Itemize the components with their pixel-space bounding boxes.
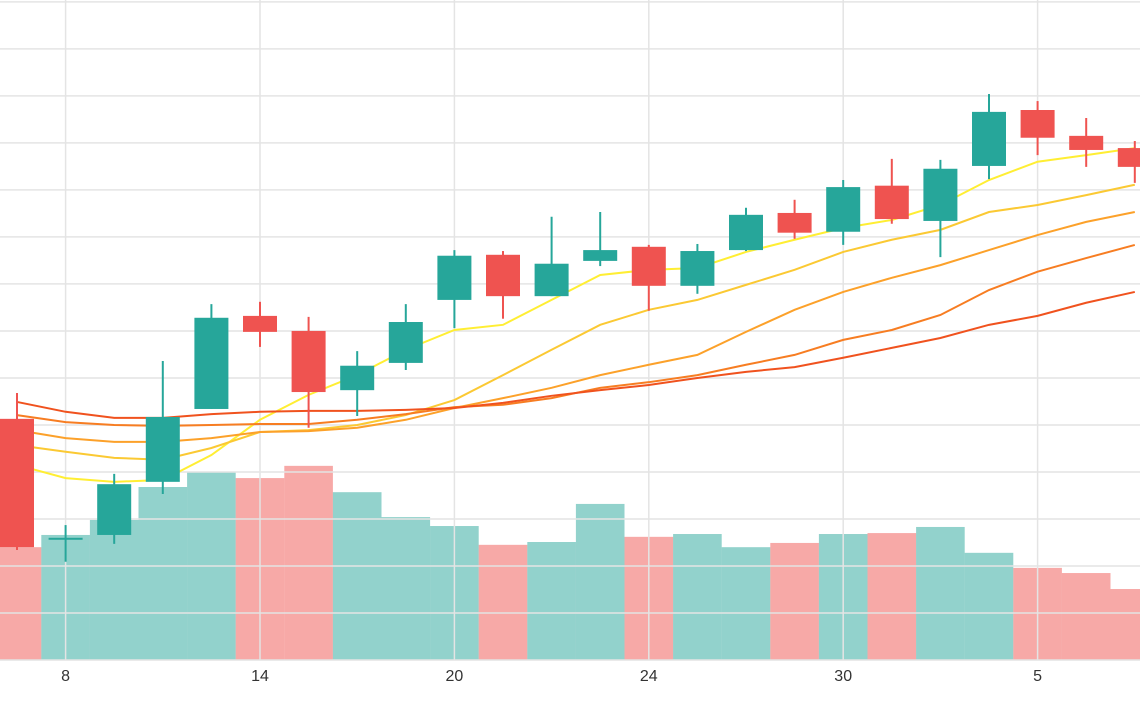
candle [388, 304, 423, 370]
candle [1117, 141, 1140, 183]
candle-body [631, 246, 666, 286]
candle [680, 243, 715, 294]
candle-body [48, 537, 83, 540]
x-tick-label: 30 [834, 668, 852, 685]
candle-body [972, 111, 1006, 166]
candle-body [0, 418, 34, 548]
candle [534, 216, 569, 297]
volume-bar [478, 544, 528, 660]
candle-body [340, 365, 375, 391]
candle-body [97, 484, 132, 535]
volume-bar [964, 552, 1014, 660]
volume-bar [138, 487, 188, 660]
candle [0, 392, 34, 550]
candle-body [243, 315, 277, 332]
candle-body [1117, 148, 1140, 167]
candle [145, 361, 180, 495]
candle-body [874, 185, 909, 220]
candle-body [194, 317, 229, 409]
volume-bar [1110, 589, 1140, 660]
candle-body [680, 251, 715, 286]
candle [1020, 101, 1055, 156]
moving-average-line [16, 147, 1135, 483]
candle-body [534, 263, 569, 297]
candle [729, 207, 763, 252]
volume-bar [284, 465, 333, 660]
candle [874, 158, 909, 224]
candle-body [1069, 135, 1104, 150]
moving-average-line [16, 290, 1136, 419]
moving-average-line [16, 183, 1136, 461]
candle [340, 351, 375, 417]
candle-body [729, 214, 763, 251]
volume-bar [0, 547, 42, 660]
volume-bar [673, 534, 722, 660]
candle-body [777, 212, 812, 233]
volume-bar [916, 526, 965, 660]
volume-bar [1061, 573, 1111, 660]
candle [583, 212, 618, 267]
moving-average-line [16, 243, 1136, 427]
candle-body [1020, 110, 1055, 138]
volume-bar [527, 542, 576, 660]
volume-bar [381, 517, 431, 660]
candle-body [486, 254, 520, 297]
volume-bar [721, 547, 771, 660]
candle-body [437, 255, 472, 300]
x-tick-label: 8 [61, 668, 70, 685]
candle [777, 199, 812, 239]
moving-average-line [16, 211, 1135, 443]
volume-bar [867, 533, 917, 660]
candle [486, 251, 520, 319]
volume-bar [575, 503, 625, 660]
candle-body [388, 322, 423, 363]
candle-body [826, 187, 861, 232]
candle-body [923, 168, 958, 221]
volume-bar [332, 492, 382, 660]
candle [631, 244, 666, 311]
candle-body [291, 330, 326, 393]
x-tick-label: 20 [446, 668, 464, 685]
candle [437, 250, 472, 329]
candle [194, 304, 229, 409]
x-tick-label: 24 [640, 668, 658, 685]
candle [972, 94, 1006, 180]
candle [826, 180, 861, 245]
candle [923, 159, 958, 258]
candle [48, 525, 83, 562]
candle [291, 316, 326, 428]
x-tick-label: 14 [251, 668, 269, 685]
x-tick-label: 5 [1033, 668, 1042, 685]
volume-bar [770, 542, 819, 660]
candle-body [145, 416, 180, 482]
candle [1069, 117, 1104, 167]
candle [97, 473, 132, 544]
candle-body [583, 250, 618, 261]
candle [243, 301, 277, 347]
